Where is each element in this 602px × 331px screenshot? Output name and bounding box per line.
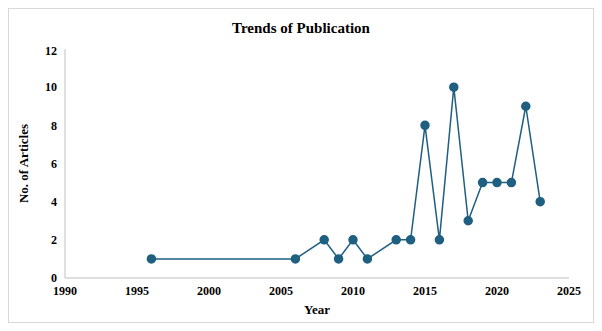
svg-text:2005: 2005 — [269, 284, 293, 298]
svg-text:Year: Year — [304, 302, 330, 317]
html-text:Trends of Publication: Trends of Publication — [232, 20, 370, 36]
svg-text:10: 10 — [45, 80, 57, 94]
svg-text:2015: 2015 — [413, 284, 437, 298]
svg-text:12: 12 — [45, 44, 57, 58]
svg-text:6: 6 — [51, 157, 57, 171]
svg-text:1990: 1990 — [53, 284, 77, 298]
svg-text:1995: 1995 — [125, 284, 149, 298]
svg-text:No. of Articles: No. of Articles — [16, 124, 31, 203]
svg-text:2010: 2010 — [341, 284, 365, 298]
svg-text:2: 2 — [51, 233, 57, 247]
svg-text:2000: 2000 — [197, 284, 221, 298]
svg-text:2020: 2020 — [485, 284, 509, 298]
svg-text:2025: 2025 — [557, 284, 581, 298]
svg-text:0: 0 — [51, 271, 57, 285]
svg-text:8: 8 — [51, 119, 57, 133]
svg-text:4: 4 — [51, 195, 57, 209]
